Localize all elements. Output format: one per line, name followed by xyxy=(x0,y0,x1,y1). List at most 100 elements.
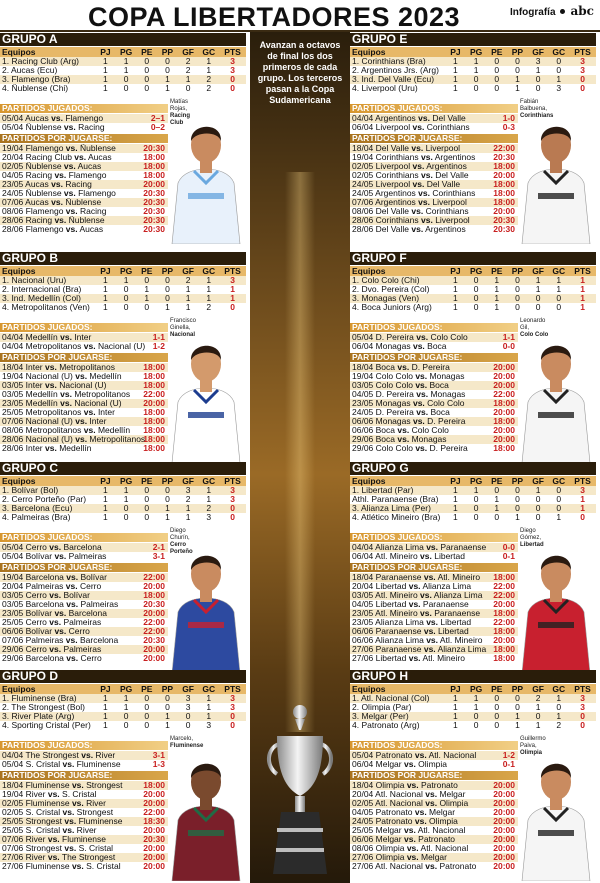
match-time: 20:30 xyxy=(143,207,165,216)
match-row: 03/05 Colo Colo vs. Boca 20:00 xyxy=(350,381,518,390)
stat-cell: 1 xyxy=(445,75,466,84)
vs-label: vs. xyxy=(54,216,67,225)
player-caption: Matías Rojas, Racing Club xyxy=(170,99,204,127)
standings-row: 1. Racing Club (Arg) 1 1 0 0 2 1 3 xyxy=(0,57,246,66)
vs-label: vs. xyxy=(49,618,62,627)
stat-cell: 0 xyxy=(165,285,170,294)
match-time: 20:00 xyxy=(493,808,515,817)
match-row: 05/04 S. Cristal vs. Fluminense 1-3 xyxy=(0,760,168,769)
home-team: 04/05 Racing xyxy=(2,171,55,180)
match-score: 2-1 xyxy=(152,543,165,552)
match-teams: 19/04 River vs. S. Cristal xyxy=(2,790,97,799)
home-team: 02/05 Liverpool xyxy=(352,162,413,171)
stat-cell: 3 xyxy=(556,84,562,93)
vs-label: vs. xyxy=(411,207,424,216)
vs-label: vs. xyxy=(411,225,424,234)
player-photo xyxy=(521,555,591,673)
column-header: PTS xyxy=(219,47,246,57)
home-team: 06/06 Melgar xyxy=(352,835,404,844)
vs-label: vs. xyxy=(62,826,75,835)
home-team: 18/04 Inter xyxy=(2,363,46,372)
section-label: Infografía xyxy=(509,7,556,18)
stat-cell: 1 xyxy=(123,703,129,712)
stat-cell: 2 xyxy=(177,57,199,66)
match-time: 20:00 xyxy=(143,826,165,835)
match-row: 18/04 Boca vs. D. Pereira 20:00 xyxy=(350,363,518,372)
match-row: 05/04 Patronato vs. Atl. Nacional 1-2 xyxy=(350,751,518,760)
vs-label: vs. xyxy=(397,435,410,444)
stat-cell: 1 xyxy=(465,486,487,495)
stat-cell: 1 xyxy=(103,84,108,93)
team-name: 4. Ñublense (Chi) xyxy=(2,84,69,93)
match-time: 22:00 xyxy=(143,627,165,636)
standings-row: 3. Flamengo (Bra) 1 0 0 1 1 2 0 xyxy=(0,75,246,84)
match-row: 08/06 Flamengo vs. Racing 20:30 xyxy=(0,207,168,216)
home-team: 24/05 Ñublense xyxy=(2,189,64,198)
player-caption: Diego Gómez, Libertad xyxy=(520,528,554,549)
stat-cell: 0 xyxy=(157,694,178,703)
home-team: 07/06 Strongest xyxy=(2,844,65,853)
vs-label: vs. xyxy=(423,627,436,636)
stat-cell: 1 xyxy=(198,294,220,303)
away-team: Alianza Lima xyxy=(431,591,483,600)
match-row: 24/05 Ñublense vs. Flamengo 20:30 xyxy=(0,189,168,198)
stat-cell: 1 xyxy=(515,721,520,730)
home-team: 18/04 Boca xyxy=(352,363,398,372)
away-team: Metropolitanos xyxy=(56,363,115,372)
match-score: 2–1 xyxy=(150,114,165,123)
team-name: 4. Atlético Mineiro (Bra) xyxy=(352,513,441,522)
vs-label: vs. xyxy=(403,826,416,835)
away-team: Nacional (U) xyxy=(56,381,107,390)
column-header: GF xyxy=(527,684,549,694)
standings-row: 1. Libertad (Par) 1 1 0 0 1 0 3 xyxy=(350,486,596,495)
player-name: Francisco Ginella, xyxy=(170,318,197,331)
away-team: Corinthians xyxy=(424,123,470,132)
match-row: 25/05 Metropolitanos vs. Inter 18:00 xyxy=(0,408,168,417)
match-time: 20:00 xyxy=(493,826,515,835)
match-row: 02/05 Liverpool vs. Argentinos 18:00 xyxy=(350,162,518,171)
stat-cell: 0 xyxy=(144,495,150,504)
match-teams: 07/06 Argentinos vs. Liverpool xyxy=(352,198,467,207)
stat-cell: 0 xyxy=(486,486,508,495)
column-header: PJ xyxy=(445,476,466,486)
away-team: Argentinos xyxy=(432,153,476,162)
match-row: 19/04 Flamengo vs. Ñublense 20:30 xyxy=(0,144,168,153)
match-time: 20:00 xyxy=(493,835,515,844)
home-team: 20/04 Libertad xyxy=(352,582,409,591)
stat-cell: 1 xyxy=(453,513,458,522)
stat-cell: 0 xyxy=(144,84,150,93)
home-team: 19/04 Nacional (U) xyxy=(2,372,76,381)
match-teams: 24/05 Patronato vs. Olimpia xyxy=(352,817,458,826)
match-teams: 23/05 Aucas vs. Racing xyxy=(2,180,92,189)
standings-row: 1. Atl. Nacional (Col) 1 1 0 0 2 1 3 xyxy=(350,694,596,703)
stat-cell: 1 xyxy=(165,303,170,312)
vs-label: vs. xyxy=(54,627,67,636)
away-team: Cerro xyxy=(78,654,102,663)
match-score: 0–2 xyxy=(150,123,165,132)
stat-cell: 3 xyxy=(230,66,235,75)
away-team: Inter xyxy=(87,417,107,426)
away-team: Paranaense xyxy=(438,543,487,552)
match-row: 07/06 Nacional (U) vs. Inter 18:00 xyxy=(0,417,168,426)
match-row: 06/06 Paranaense vs. Libertad 18:00 xyxy=(350,627,518,636)
home-team: 04/05 Libertad xyxy=(352,600,409,609)
match-row: 19/04 River vs. S. Cristal 20:00 xyxy=(0,790,168,799)
stat-cell: 0 xyxy=(136,276,158,285)
stat-cell: 1 xyxy=(157,75,178,84)
match-teams: 23/05 Alianza Lima vs. Libertad xyxy=(352,618,471,627)
stat-cell: 0 xyxy=(494,513,500,522)
match-teams: 20/04 Racing Club vs. Aucas xyxy=(2,153,112,162)
stat-cell: 1 xyxy=(198,486,220,495)
away-team: Medellín xyxy=(95,426,131,435)
trophy-icon xyxy=(267,705,333,874)
home-team: 28/06 Inter xyxy=(2,444,46,453)
stat-cell: 3 xyxy=(177,486,199,495)
stat-cell: 1 xyxy=(198,694,220,703)
match-time: 20:30 xyxy=(143,144,165,153)
away-team: Olimpia xyxy=(426,817,458,826)
stat-cell: 0 xyxy=(486,75,508,84)
vs-label: vs. xyxy=(62,760,75,769)
home-team: 28/06 Racing xyxy=(2,216,55,225)
vs-label: vs. xyxy=(45,444,57,453)
player-caption: Leonardo Gil, Colo Colo xyxy=(520,318,554,339)
